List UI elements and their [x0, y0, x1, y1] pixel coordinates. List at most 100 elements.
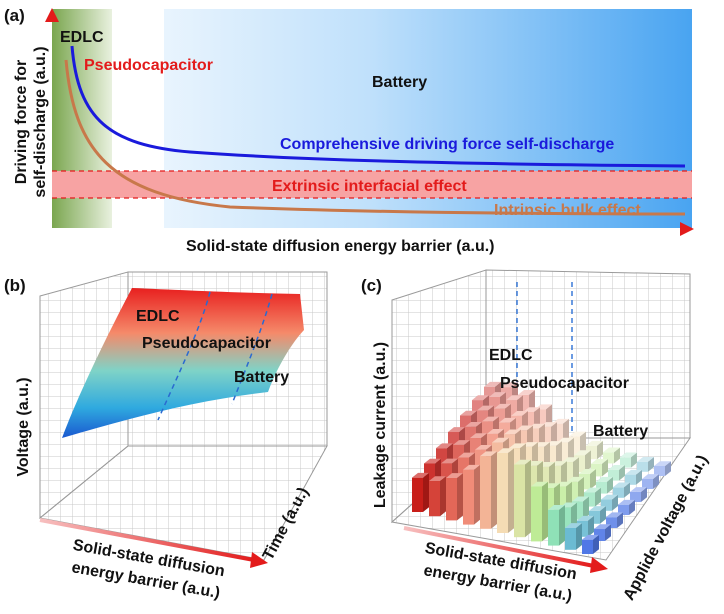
bar-top	[586, 440, 603, 446]
bar-top	[511, 411, 528, 416]
bar-top	[591, 458, 608, 464]
bar-side	[578, 476, 584, 503]
bar-top	[601, 494, 618, 500]
bar-top	[472, 395, 489, 401]
bar-top	[492, 437, 509, 443]
bar-side	[440, 476, 446, 517]
bar-side	[525, 459, 531, 538]
bar	[514, 464, 525, 538]
bar-side	[597, 440, 603, 460]
bar	[613, 487, 624, 498]
bar	[582, 539, 593, 554]
bar-top	[531, 481, 548, 487]
bar	[543, 488, 554, 529]
panel-a: (a) EDLC Pseudocapacitor Battery Compreh…	[4, 6, 694, 255]
bar	[569, 436, 580, 455]
bar-top	[582, 534, 599, 540]
bar-top	[424, 458, 441, 464]
bar	[603, 452, 614, 464]
bar-top	[654, 461, 671, 466]
bar-side	[508, 448, 514, 533]
bar-top	[516, 425, 533, 431]
bar-top	[446, 473, 463, 478]
bar	[497, 453, 508, 533]
bar-top	[506, 395, 523, 401]
bar-side	[590, 469, 596, 490]
bar-top	[584, 487, 601, 493]
bar-side	[559, 505, 565, 546]
comprehensive-curve	[70, 45, 686, 168]
panel-a-y-label-1: Driving force for	[13, 60, 30, 184]
bar	[608, 469, 619, 481]
bar-side	[602, 458, 608, 477]
bar-side	[636, 469, 642, 485]
bar-side	[580, 431, 586, 455]
bar-top	[637, 456, 654, 462]
bar-top	[606, 512, 623, 518]
bar-top	[572, 496, 589, 502]
bar	[601, 499, 612, 511]
bar-side	[423, 472, 429, 512]
bar-side	[619, 465, 625, 481]
panel-c-pseudo: Pseudocapacitor	[500, 375, 629, 392]
bar-top	[613, 482, 630, 488]
bar-top	[567, 476, 584, 482]
bar-top	[429, 476, 446, 482]
bar	[412, 477, 423, 512]
bar-top	[603, 447, 620, 453]
bar-top	[501, 382, 518, 388]
bar	[560, 507, 571, 533]
panel-a-tag: (a)	[4, 6, 25, 25]
bar-side	[612, 494, 618, 511]
bar	[572, 501, 583, 520]
bar-top	[565, 523, 582, 528]
bar	[620, 457, 631, 468]
panel-b: (b) EDLC Pseudocapacitor Battery Voltage…	[4, 271, 328, 602]
bar	[618, 504, 629, 515]
bar-top	[562, 457, 579, 463]
bar-side	[585, 450, 591, 473]
bar-top	[625, 469, 642, 475]
bar-side	[607, 476, 613, 494]
bar-side	[665, 461, 671, 476]
bar	[625, 474, 636, 485]
edlc-label: EDLC	[60, 29, 104, 46]
bar-top	[499, 417, 516, 423]
bar-top	[574, 450, 591, 456]
bar	[565, 527, 576, 550]
bar-side	[457, 473, 463, 521]
bar-top	[642, 474, 659, 479]
bar-side	[648, 456, 654, 472]
panel-c-tag: (c)	[361, 276, 382, 295]
panel-b-x-arrow	[39, 518, 255, 562]
bar-top	[470, 433, 487, 439]
panel-b-x-arrowhead	[250, 552, 268, 568]
bar	[446, 477, 457, 521]
bar-top	[523, 407, 540, 413]
y-axis-arrowhead	[45, 8, 59, 22]
bar	[606, 517, 617, 528]
extrinsic-label: Extrinsic interfacial effect	[272, 178, 467, 195]
bar	[463, 469, 474, 525]
bar-side	[583, 496, 589, 520]
surface-dash-1	[157, 291, 211, 421]
intrinsic-curve	[64, 59, 686, 216]
intrinsic-label: Intrinsic bulk effect	[494, 202, 641, 219]
bar-top	[460, 410, 477, 416]
bar	[637, 461, 648, 472]
panel-c-x-arrowhead	[590, 557, 608, 573]
pseudo-label: Pseudocapacitor	[84, 57, 213, 74]
bar-top	[475, 445, 492, 450]
bar	[550, 465, 561, 499]
bar	[480, 456, 491, 529]
panel-c-edlc: EDLC	[489, 347, 533, 364]
bar	[577, 520, 588, 537]
bar	[531, 486, 542, 542]
bar-top	[494, 403, 511, 409]
bar	[567, 481, 578, 503]
bar-top	[577, 515, 594, 521]
bar-side	[542, 481, 548, 542]
bar	[591, 463, 602, 477]
bar-top	[482, 416, 499, 422]
panel-a-x-label: Solid-state diffusion energy barrier (a.…	[186, 238, 495, 255]
